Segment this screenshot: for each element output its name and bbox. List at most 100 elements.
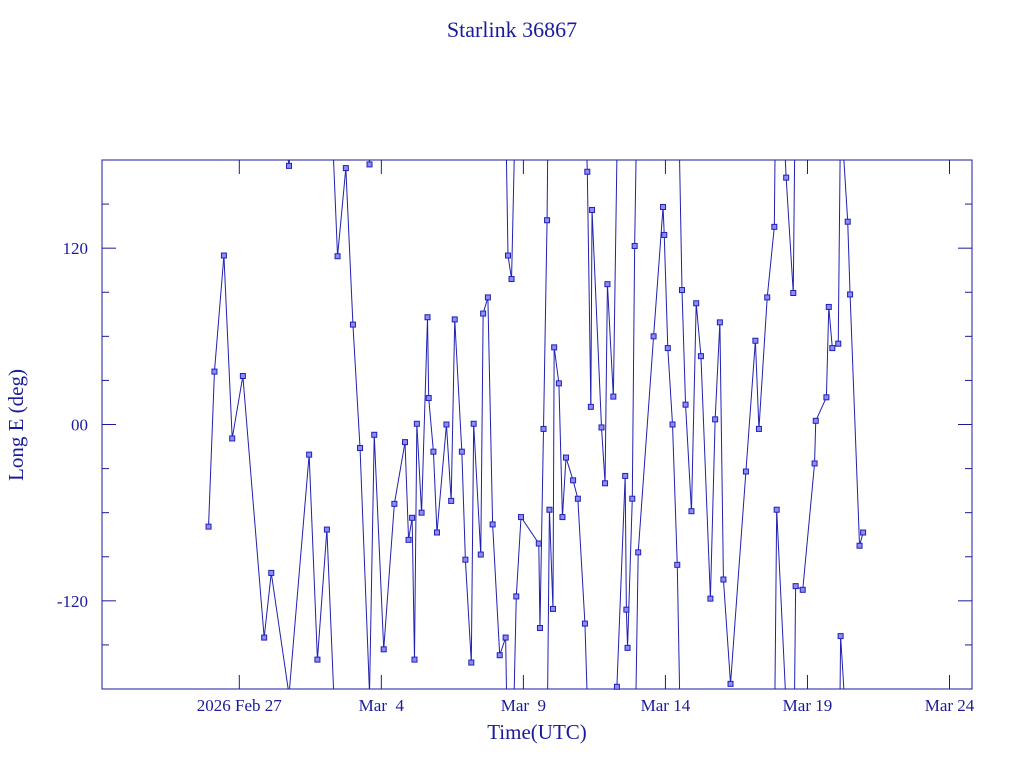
line-segment: [333, 159, 339, 257]
point-marker: [211, 368, 218, 375]
point-marker: [623, 606, 630, 613]
point-marker: [610, 393, 617, 400]
line-segment: [714, 322, 721, 420]
point-marker: [342, 165, 349, 172]
point-marker: [357, 445, 364, 452]
line-segment: [676, 564, 681, 690]
point-marker: [268, 569, 275, 576]
line-segment: [774, 509, 778, 690]
point-marker: [366, 161, 373, 168]
line-segment: [416, 423, 423, 513]
line-segment: [383, 503, 395, 650]
point-marker: [669, 421, 676, 428]
point-marker: [764, 294, 771, 301]
line-segment: [627, 498, 633, 648]
point-marker: [544, 217, 551, 224]
line-segment: [604, 284, 608, 484]
line-segment: [794, 586, 797, 690]
line-segment: [754, 340, 760, 429]
line-segment: [345, 168, 354, 325]
point-marker: [443, 421, 450, 428]
line-segment: [635, 552, 639, 690]
point-marker: [540, 425, 547, 432]
line-segment: [520, 516, 540, 544]
line-segment: [681, 290, 687, 405]
line-segment: [825, 306, 830, 398]
line-segment: [408, 517, 413, 540]
point-marker: [462, 556, 469, 563]
point-marker: [682, 401, 689, 408]
point-marker: [451, 316, 458, 323]
line-segment: [428, 398, 434, 452]
x-axis-label: Time(UTC): [487, 720, 587, 744]
point-marker: [629, 495, 636, 502]
point-marker: [563, 454, 569, 461]
point-marker: [697, 353, 704, 360]
point-marker: [535, 540, 542, 547]
line-segment: [421, 317, 429, 513]
line-segment: [454, 319, 463, 452]
line-segment: [584, 623, 588, 690]
point-marker: [349, 321, 356, 328]
point-marker: [424, 314, 431, 321]
line-segment: [561, 457, 567, 518]
line-segment: [601, 427, 606, 484]
line-segment: [263, 572, 272, 638]
point-marker: [835, 340, 842, 347]
line-segment: [548, 509, 554, 609]
line-segment: [690, 303, 697, 512]
point-marker: [660, 204, 667, 211]
point-marker: [792, 583, 799, 590]
x-tick-label: Mar 19: [783, 696, 833, 715]
line-segment: [700, 356, 711, 599]
line-segment: [843, 159, 849, 222]
point-marker: [650, 333, 657, 340]
line-segment: [231, 375, 244, 439]
point-marker: [546, 506, 553, 513]
line-segment: [539, 428, 545, 629]
point-marker: [847, 291, 854, 298]
line-segment: [591, 209, 603, 428]
point-marker: [693, 300, 700, 307]
line-segment: [337, 168, 347, 257]
point-marker: [261, 634, 268, 641]
point-marker: [477, 551, 484, 558]
line-segment: [513, 596, 517, 690]
x-tick-label: Mar 9: [501, 696, 546, 715]
point-marker: [837, 633, 844, 640]
line-segment: [766, 226, 775, 298]
line-segment: [393, 442, 406, 504]
point-marker: [752, 337, 759, 344]
line-segment: [369, 434, 375, 690]
line-segment: [359, 447, 370, 690]
point-marker: [334, 253, 341, 260]
line-segment: [685, 404, 692, 512]
point-marker: [508, 276, 515, 283]
line-segment: [730, 471, 747, 684]
y-tick-label: 00: [71, 416, 88, 435]
point-marker: [536, 625, 543, 632]
line-segment: [709, 419, 716, 599]
point-marker: [720, 576, 727, 583]
point-marker: [555, 380, 562, 387]
x-tick-label: Mar 14: [641, 696, 691, 715]
line-segment: [634, 159, 637, 246]
point-marker: [742, 468, 749, 475]
point-marker: [306, 451, 313, 458]
line-segment: [515, 517, 522, 597]
point-marker: [622, 472, 629, 479]
line-segment: [492, 524, 501, 656]
point-marker: [771, 223, 778, 230]
line-segment: [470, 423, 475, 663]
line-segment: [427, 317, 430, 399]
line-segment: [612, 159, 618, 397]
point-marker: [480, 310, 487, 317]
line-segment: [849, 294, 861, 546]
point-marker: [589, 206, 596, 213]
line-segment: [565, 457, 574, 481]
line-segment: [432, 451, 438, 533]
point-marker: [799, 586, 806, 593]
line-segment: [785, 177, 794, 294]
point-marker: [402, 439, 409, 446]
